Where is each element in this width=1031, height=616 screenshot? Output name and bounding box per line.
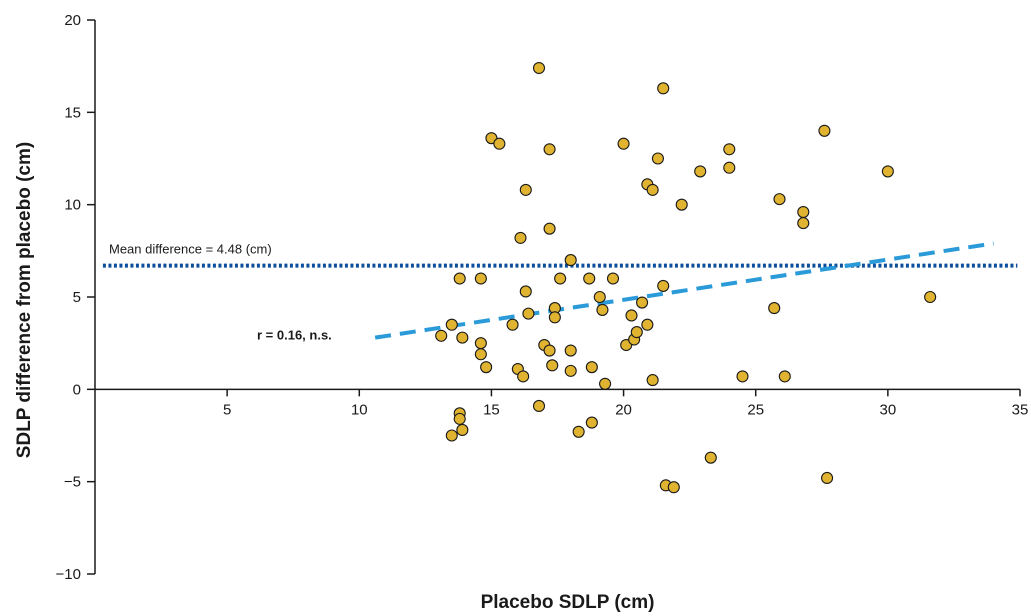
data-points [435, 61, 937, 494]
data-point [617, 137, 630, 150]
x-tick-label: 10 [351, 401, 368, 418]
data-point [694, 165, 707, 178]
data-point [543, 222, 556, 235]
data-point [651, 152, 664, 165]
data-point [543, 143, 556, 156]
data-point [636, 296, 649, 309]
data-point [630, 326, 643, 339]
data-point [554, 272, 567, 285]
data-point [768, 302, 781, 315]
data-point [657, 82, 670, 95]
axes: 5 10 15 20 25 30 35 −10 −5 0 5 10 15 20 [56, 12, 1029, 583]
data-point [564, 254, 577, 267]
x-tick-label: 35 [1012, 401, 1029, 418]
x-tick-label: 25 [747, 401, 764, 418]
data-point [564, 344, 577, 357]
data-point [778, 370, 791, 383]
data-point [543, 344, 556, 357]
correlation-label: r = 0.16, n.s. [257, 328, 332, 343]
y-ticks: −10 −5 0 5 10 15 20 [56, 12, 95, 583]
data-point [474, 337, 487, 350]
data-point [456, 331, 469, 344]
data-point [453, 272, 466, 285]
data-point [480, 361, 493, 374]
data-point [548, 311, 561, 324]
reference-lines [102, 241, 1018, 340]
data-point [572, 425, 585, 438]
data-point [519, 183, 532, 196]
data-point [493, 137, 506, 150]
y-tick-label: 0 [73, 381, 81, 398]
y-tick-label: −5 [64, 474, 81, 491]
regression-line [374, 241, 994, 340]
x-ticks: 5 10 15 20 25 30 35 [223, 389, 1028, 418]
data-point [583, 272, 596, 285]
y-tick-label: −10 [56, 566, 81, 583]
data-point [532, 61, 546, 75]
data-point [453, 412, 466, 425]
data-point [723, 143, 736, 156]
data-point [736, 370, 749, 383]
data-point [818, 124, 831, 137]
data-point [445, 318, 458, 331]
data-point [704, 451, 717, 464]
y-tick-label: 15 [64, 104, 81, 121]
data-point [641, 318, 654, 331]
data-point [773, 193, 786, 206]
data-point [723, 161, 736, 174]
data-point [474, 272, 487, 285]
data-point [517, 370, 530, 383]
data-point [435, 329, 448, 342]
data-point [474, 348, 487, 361]
data-point [546, 359, 559, 372]
data-point [675, 198, 688, 211]
x-tick-label: 20 [615, 401, 632, 418]
x-tick-label: 5 [223, 401, 231, 418]
mean-difference-label: Mean difference = 4.48 (cm) [109, 242, 272, 257]
y-tick-label: 10 [64, 197, 81, 214]
data-point [585, 361, 598, 374]
data-point [606, 272, 620, 285]
data-point [797, 206, 810, 219]
x-tick-label: 15 [483, 401, 500, 418]
y-axis-title: SDLP difference from placebo (cm) [14, 142, 35, 458]
y-tick-label: 5 [73, 289, 81, 306]
data-point [593, 290, 606, 304]
data-point [506, 318, 519, 331]
data-point [646, 183, 659, 196]
y-tick-label: 20 [64, 12, 81, 29]
data-point [522, 307, 535, 320]
x-tick-label: 30 [880, 401, 897, 418]
data-point [564, 364, 577, 377]
data-point [596, 303, 609, 316]
data-point [519, 285, 532, 298]
data-point [657, 279, 670, 292]
data-point [585, 416, 598, 429]
data-point [667, 481, 680, 494]
data-point [924, 290, 937, 304]
data-point [881, 165, 894, 178]
data-point [625, 309, 638, 322]
data-point [646, 374, 659, 387]
data-point [821, 471, 834, 485]
data-point [532, 399, 546, 413]
x-axis-title: Placebo SDLP (cm) [481, 592, 655, 613]
data-point [445, 429, 458, 442]
data-point [599, 377, 612, 390]
data-point [514, 231, 527, 244]
data-point [456, 423, 469, 437]
data-point [797, 217, 810, 230]
